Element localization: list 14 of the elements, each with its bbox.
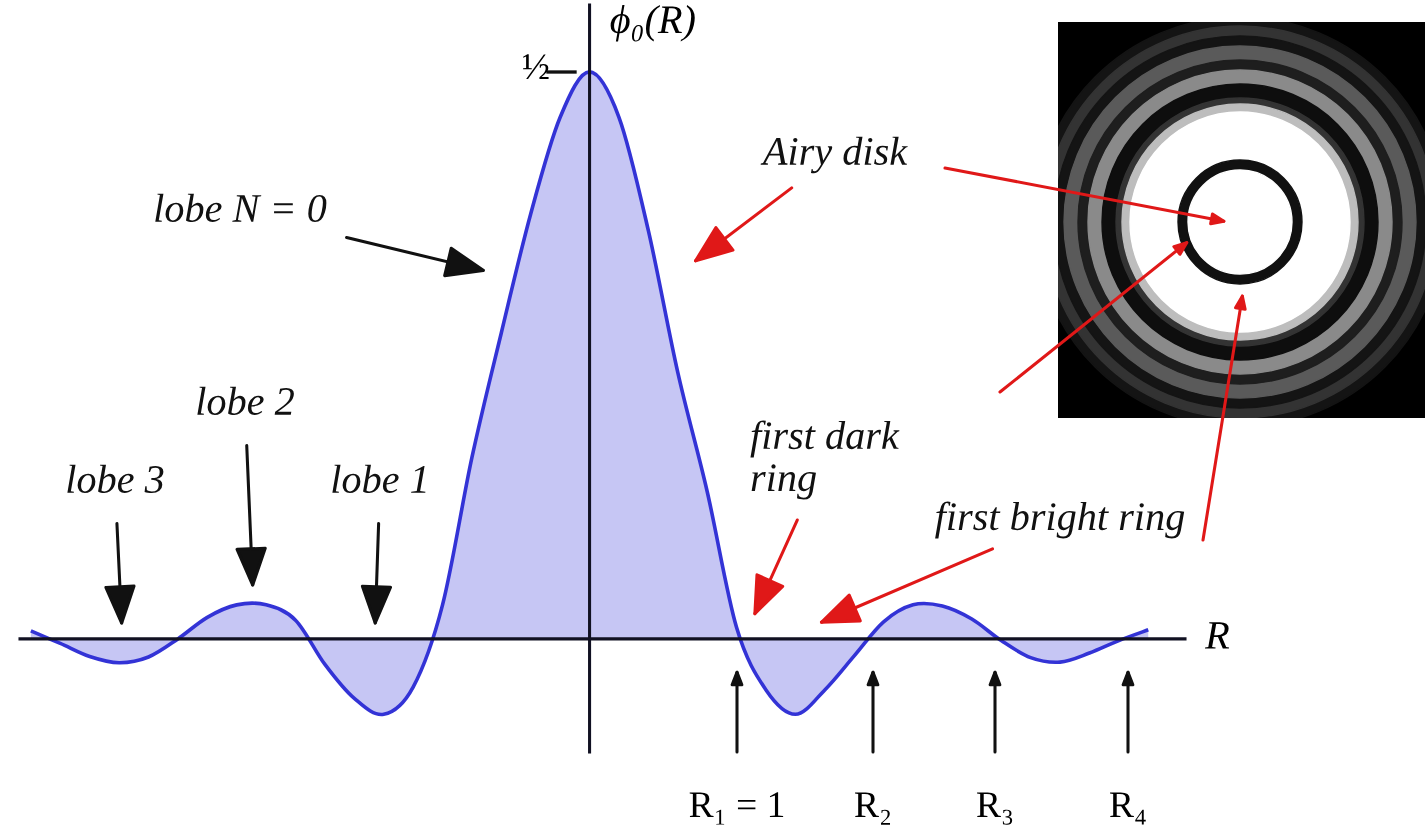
- text: R₄: [1110, 792, 1146, 825]
- annotation: lobe 3: [67, 464, 164, 494]
- y-axis-title: ϕ₀(R): [610, 5, 695, 42]
- annotation: first dark ring: [750, 420, 900, 500]
- annotation: ½: [523, 54, 549, 80]
- annotation: lobe 1: [332, 464, 426, 494]
- text: R₁ = 1: [689, 792, 784, 825]
- annotation: first bright ring: [935, 501, 1185, 539]
- annotation: lobe N = 0: [155, 193, 327, 223]
- text: R₂: [855, 792, 891, 825]
- annotation: Airy disk: [760, 136, 908, 174]
- annotation: lobe 2: [197, 386, 294, 416]
- text: R₃: [977, 792, 1013, 825]
- x-axis-title: R: [1204, 622, 1230, 649]
